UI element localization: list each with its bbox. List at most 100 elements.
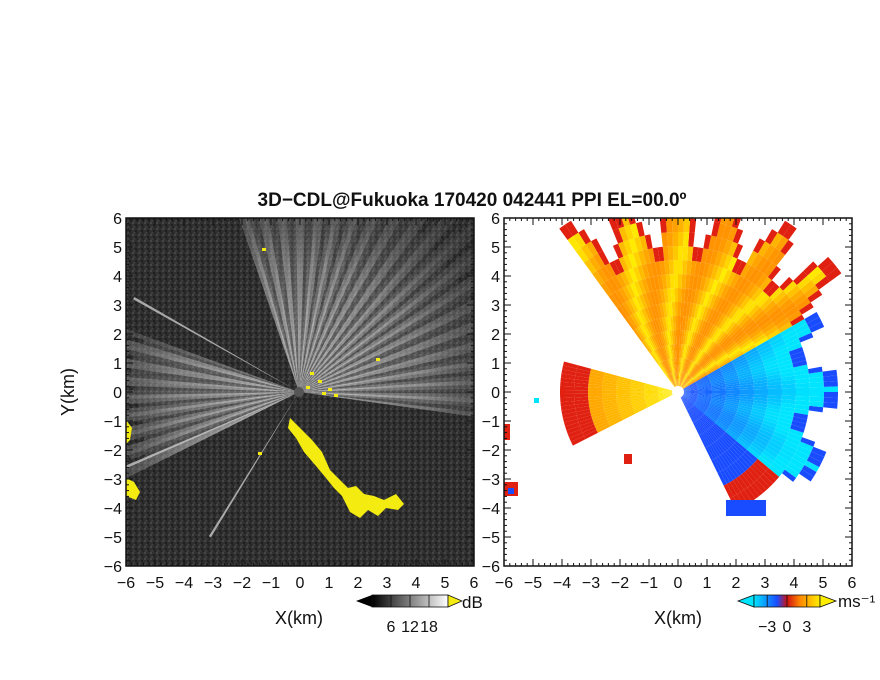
velocity-cell-positive xyxy=(693,303,700,319)
velocity-cell-negative xyxy=(793,364,808,372)
velocity-cell-positive xyxy=(796,297,811,311)
colorbar-tick-label: 18 xyxy=(420,619,438,636)
colorbar-tick-label: 3 xyxy=(802,619,811,636)
velocity-cell-positive xyxy=(659,289,666,304)
velocity-cell-negative xyxy=(723,405,738,412)
velocity-cell-edge xyxy=(722,451,734,465)
velocity-cell-edge xyxy=(686,409,694,423)
y-tick-label: −6 xyxy=(482,559,500,576)
velocity-cell-positive xyxy=(752,310,766,323)
velocity-cell-positive xyxy=(727,226,738,242)
velocity-cell-positive xyxy=(635,311,645,325)
reflectivity-beam xyxy=(239,218,298,389)
velocity-cell-positive xyxy=(672,316,676,331)
velocity-cell-negative xyxy=(784,465,800,478)
velocity-cell-positive xyxy=(699,336,708,350)
velocity-cell-positive xyxy=(616,396,631,400)
velocity-cell-positive xyxy=(659,394,673,400)
x-tick-label: 2 xyxy=(732,575,741,592)
velocity-cell-positive xyxy=(710,279,719,295)
velocity-cell-positive xyxy=(689,218,697,233)
velocity-cell-positive xyxy=(670,373,676,387)
reflectivity-beam xyxy=(126,376,296,392)
velocity-cell-negative xyxy=(776,420,792,429)
velocity-cell-negative xyxy=(709,375,724,382)
velocity-cell-positive xyxy=(644,389,659,391)
velocity-cell-positive xyxy=(645,277,653,293)
reflectivity-beam xyxy=(301,220,474,390)
velocity-cell-positive xyxy=(678,246,684,261)
y-tick-label: 6 xyxy=(491,211,500,228)
velocity-cell-positive xyxy=(757,316,771,328)
velocity-cell-positive xyxy=(602,395,617,399)
x-tick-label: −1 xyxy=(640,575,658,592)
velocity-cell-positive xyxy=(684,316,689,331)
velocity-cell-positive xyxy=(605,410,620,417)
velocity-cell-positive xyxy=(560,373,576,380)
velocity-cell-negative xyxy=(697,392,712,395)
velocity-patch xyxy=(504,424,510,440)
velocity-cell-positive xyxy=(700,248,709,263)
velocity-cell-positive xyxy=(619,407,634,415)
velocity-cell-negative xyxy=(697,388,712,391)
velocity-cell-positive xyxy=(602,390,617,394)
velocity-cell-positive xyxy=(560,393,575,399)
y-tick-label: 4 xyxy=(113,269,122,286)
velocity-cell-positive xyxy=(755,273,768,288)
velocity-cell-positive xyxy=(661,361,669,375)
velocity-cell-negative xyxy=(766,444,781,455)
velocity-cell-negative xyxy=(697,387,712,390)
velocity-cell-positive xyxy=(635,327,646,341)
velocity-cell-negative xyxy=(708,406,722,415)
velocity-cell-negative xyxy=(771,434,786,444)
velocity-cell-positive xyxy=(672,372,677,387)
reflectivity-beam xyxy=(301,248,435,390)
reflectivity-beam xyxy=(302,375,474,392)
colorbar-tick-label: 6 xyxy=(387,619,396,636)
velocity-cell-positive xyxy=(736,200,747,215)
y-tick-label: −4 xyxy=(482,501,500,518)
velocity-cell-positive xyxy=(728,305,740,320)
velocity-cell-positive xyxy=(583,259,597,274)
velocity-cell-positive xyxy=(718,315,729,329)
reflectivity-beam xyxy=(300,218,384,389)
velocity-cell-negative xyxy=(706,409,720,418)
velocity-cell-positive xyxy=(571,435,586,446)
velocity-cell-positive xyxy=(593,419,609,428)
velocity-cell-positive xyxy=(577,415,592,423)
velocity-cell-negative xyxy=(781,392,796,397)
velocity-cell-positive xyxy=(701,321,709,336)
velocity-cell-edge xyxy=(713,457,723,472)
velocity-cell-edge xyxy=(703,431,713,445)
velocity-cell-negative xyxy=(758,428,774,438)
velocity-cell-positive xyxy=(668,302,673,317)
velocity-cell-positive xyxy=(647,321,655,336)
velocity-cell-positive xyxy=(630,282,640,297)
velocity-cell-negative xyxy=(720,362,734,371)
velocity-cell-edge xyxy=(689,407,699,420)
velocity-cell-edge xyxy=(747,484,760,499)
velocity-cell-negative xyxy=(711,388,726,391)
velocity-cell-positive xyxy=(681,330,685,345)
velocity-cell-positive xyxy=(630,398,645,403)
velocity-cell-positive xyxy=(680,373,687,387)
velocity-cell-positive xyxy=(755,256,768,271)
velocity-cell-positive xyxy=(649,276,657,292)
velocity-cell-negative xyxy=(773,457,788,470)
velocity-cell-positive xyxy=(612,291,623,306)
velocity-cell-negative xyxy=(799,469,814,482)
velocity-cell-positive xyxy=(580,244,594,260)
velocity-cell-negative xyxy=(775,351,791,360)
velocity-cell-negative xyxy=(731,421,746,430)
velocity-cell-positive xyxy=(789,314,805,326)
velocity-cell-positive xyxy=(658,393,673,397)
velocity-cell-edge xyxy=(688,408,697,422)
velocity-cell-positive xyxy=(682,246,689,261)
velocity-cell-negative xyxy=(710,401,725,407)
velocity-cell-edge xyxy=(719,436,731,449)
velocity-cell-edge xyxy=(725,466,737,481)
velocity-cell-positive xyxy=(692,275,699,290)
velocity-cell-negative xyxy=(753,382,768,387)
velocity-cell-positive xyxy=(681,375,690,388)
velocity-cell-negative xyxy=(739,396,754,400)
